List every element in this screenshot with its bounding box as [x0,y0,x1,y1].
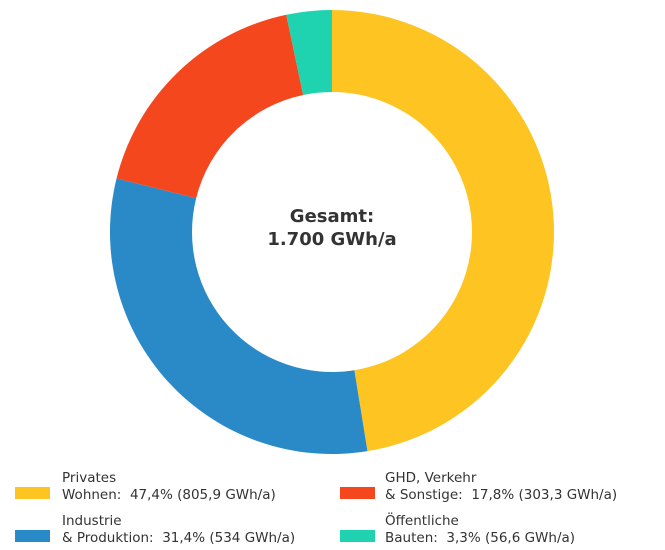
donut-segment [116,14,304,199]
legend-value: 17,8% (303,3 GWh/a) [471,487,618,503]
donut-segment [332,10,555,452]
donut-segment [109,178,368,455]
legend-item: GHD, Verkehr & Sonstige: 17,8% (303,3 GW… [385,470,617,504]
legend-label: Privates Wohnen: [62,470,122,503]
legend-swatch [15,487,50,499]
legend-swatch [15,530,50,542]
legend-value: 3,3% (56,6 GWh/a) [446,530,576,546]
legend-item: Industrie & Produktion: 31,4% (534 GWh/a… [62,513,295,547]
legend-swatch [340,530,375,542]
legend-item: Öffentliche Bauten: 3,3% (56,6 GWh/a) [385,513,575,547]
legend-value: 47,4% (805,9 GWh/a) [129,487,276,503]
legend-value: 31,4% (534 GWh/a) [162,530,296,546]
legend-swatch [340,487,375,499]
legend-label: Industrie & Produktion: [62,513,154,546]
center-label: Gesamt: 1.700 GWh/a [267,206,397,250]
donut-segment [286,10,332,96]
legend-label: GHD, Verkehr & Sonstige: [385,470,477,503]
chart [109,10,555,455]
legend-item: Privates Wohnen: 47,4% (805,9 GWh/a) [62,470,276,504]
legend-label: Öffentliche Bauten: [385,513,459,546]
